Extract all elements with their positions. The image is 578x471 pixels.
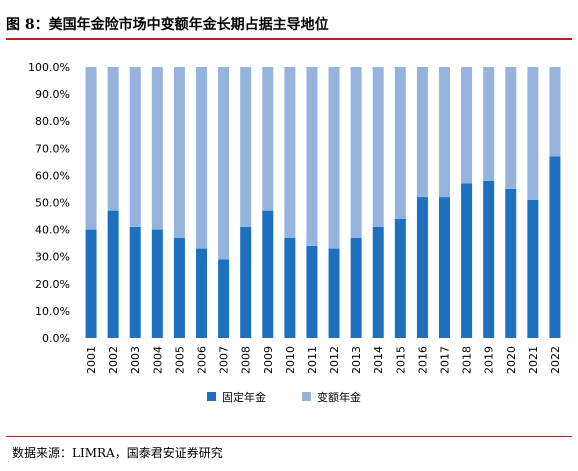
bar-variable-annuity xyxy=(129,67,141,227)
bar-fixed-annuity xyxy=(262,210,274,338)
y-tick-label: 100.0% xyxy=(28,61,70,74)
bar-variable-annuity xyxy=(196,67,207,249)
bar-variable-annuity xyxy=(461,67,473,184)
bar-variable-annuity xyxy=(107,67,119,211)
x-tick-label: 2009 xyxy=(262,346,275,374)
legend: 固定年金 变额年金 xyxy=(207,390,361,404)
bar-fixed-annuity xyxy=(240,226,252,338)
bar-fixed-annuity xyxy=(461,183,473,338)
stacked-bar-chart: 0.0% 10.0% 20.0% 30.0% 40.0% 50.0% 60.0% 70.0% 8… xyxy=(28,61,562,404)
bar-fixed-annuity xyxy=(328,248,340,338)
x-tick-label: 2011 xyxy=(306,346,319,374)
y-tick-label: 60.0% xyxy=(35,169,70,182)
bars xyxy=(85,67,561,338)
bar-fixed-annuity xyxy=(416,197,428,338)
bar-variable-annuity xyxy=(527,67,539,200)
x-tick-label: 2010 xyxy=(284,346,297,374)
bar-fixed-annuity xyxy=(173,237,185,338)
bar-fixed-annuity xyxy=(394,218,406,338)
y-tick-label: 10.0% xyxy=(35,305,70,318)
x-tick-label: 2003 xyxy=(129,346,142,374)
y-tick-label: 70.0% xyxy=(35,142,70,155)
bar-fixed-annuity xyxy=(505,188,517,338)
bar-variable-annuity xyxy=(416,67,428,198)
title-rule xyxy=(6,38,572,40)
x-tick-label: 2001 xyxy=(85,346,98,374)
bar-variable-annuity xyxy=(218,67,230,260)
bar-fixed-annuity xyxy=(107,210,119,338)
bar-variable-annuity xyxy=(394,67,406,219)
y-tick-label: 50.0% xyxy=(35,197,70,210)
bar-fixed-annuity xyxy=(306,245,318,338)
bar-fixed-annuity xyxy=(218,259,230,338)
bar-fixed-annuity xyxy=(350,237,362,338)
x-tick-label: 2012 xyxy=(328,346,341,374)
bar-fixed-annuity xyxy=(284,237,296,338)
bar-fixed-annuity xyxy=(439,197,450,338)
bar-variable-annuity xyxy=(505,67,517,189)
x-tick-label: 2006 xyxy=(196,346,209,374)
x-tick-label: 2007 xyxy=(218,346,231,374)
bar-variable-annuity xyxy=(549,67,561,157)
bar-fixed-annuity xyxy=(129,226,141,338)
bar-variable-annuity xyxy=(328,67,340,249)
figure-title: 图 8：美国年金险市场中变额年金长期占据主导地位 xyxy=(6,17,329,33)
bar-fixed-annuity xyxy=(196,248,207,338)
legend-swatch-fixed xyxy=(207,392,216,401)
x-tick-label: 2014 xyxy=(372,346,385,374)
bar-variable-annuity xyxy=(306,67,318,246)
x-tick-label: 2016 xyxy=(416,346,429,374)
bar-fixed-annuity xyxy=(151,229,163,338)
y-tick-label: 20.0% xyxy=(35,278,70,291)
bar-variable-annuity xyxy=(240,67,252,227)
bar-variable-annuity xyxy=(439,67,450,198)
y-tick-label: 80.0% xyxy=(35,115,70,128)
legend-swatch-variable xyxy=(302,392,311,401)
bar-fixed-annuity xyxy=(372,226,384,338)
legend-label-fixed: 固定年金 xyxy=(222,390,266,404)
x-tick-label: 2018 xyxy=(461,346,474,374)
x-tick-label: 2004 xyxy=(151,346,164,374)
bar-variable-annuity xyxy=(350,67,362,238)
x-tick-label: 2019 xyxy=(483,346,496,374)
legend-label-variable: 变额年金 xyxy=(317,390,361,404)
source-note: 数据来源：LIMRA，国泰君安证券研究 xyxy=(12,446,223,460)
y-axis: 0.0% 10.0% 20.0% 30.0% 40.0% 50.0% 60.0% 70.0% 8… xyxy=(28,61,70,345)
bar-variable-annuity xyxy=(85,67,97,230)
x-tick-label: 2022 xyxy=(549,346,562,374)
bar-fixed-annuity xyxy=(85,229,97,338)
source-rule xyxy=(6,436,572,437)
bar-variable-annuity xyxy=(151,67,163,230)
y-tick-label: 90.0% xyxy=(35,88,70,101)
bar-variable-annuity xyxy=(372,67,384,227)
x-tick-label: 2008 xyxy=(240,346,253,374)
x-tick-label: 2005 xyxy=(173,346,186,374)
x-tick-label: 2017 xyxy=(439,346,452,374)
bar-variable-annuity xyxy=(173,67,185,238)
bar-variable-annuity xyxy=(284,67,296,238)
y-tick-label: 40.0% xyxy=(35,224,70,237)
x-tick-label: 2013 xyxy=(350,346,363,374)
bar-fixed-annuity xyxy=(483,180,495,338)
x-tick-label: 2002 xyxy=(107,346,120,374)
x-axis: 2001 2002 2003 2004 2005 2006 2007 2008 2009 2010… xyxy=(85,346,562,374)
x-tick-label: 2021 xyxy=(527,346,540,374)
bar-variable-annuity xyxy=(483,67,495,181)
x-tick-label: 2020 xyxy=(505,346,518,374)
bar-fixed-annuity xyxy=(527,199,539,338)
bar-variable-annuity xyxy=(262,67,274,211)
x-tick-label: 2015 xyxy=(394,346,407,374)
bar-fixed-annuity xyxy=(549,156,561,338)
y-tick-label: 30.0% xyxy=(35,251,70,264)
y-tick-label: 0.0% xyxy=(42,332,70,345)
